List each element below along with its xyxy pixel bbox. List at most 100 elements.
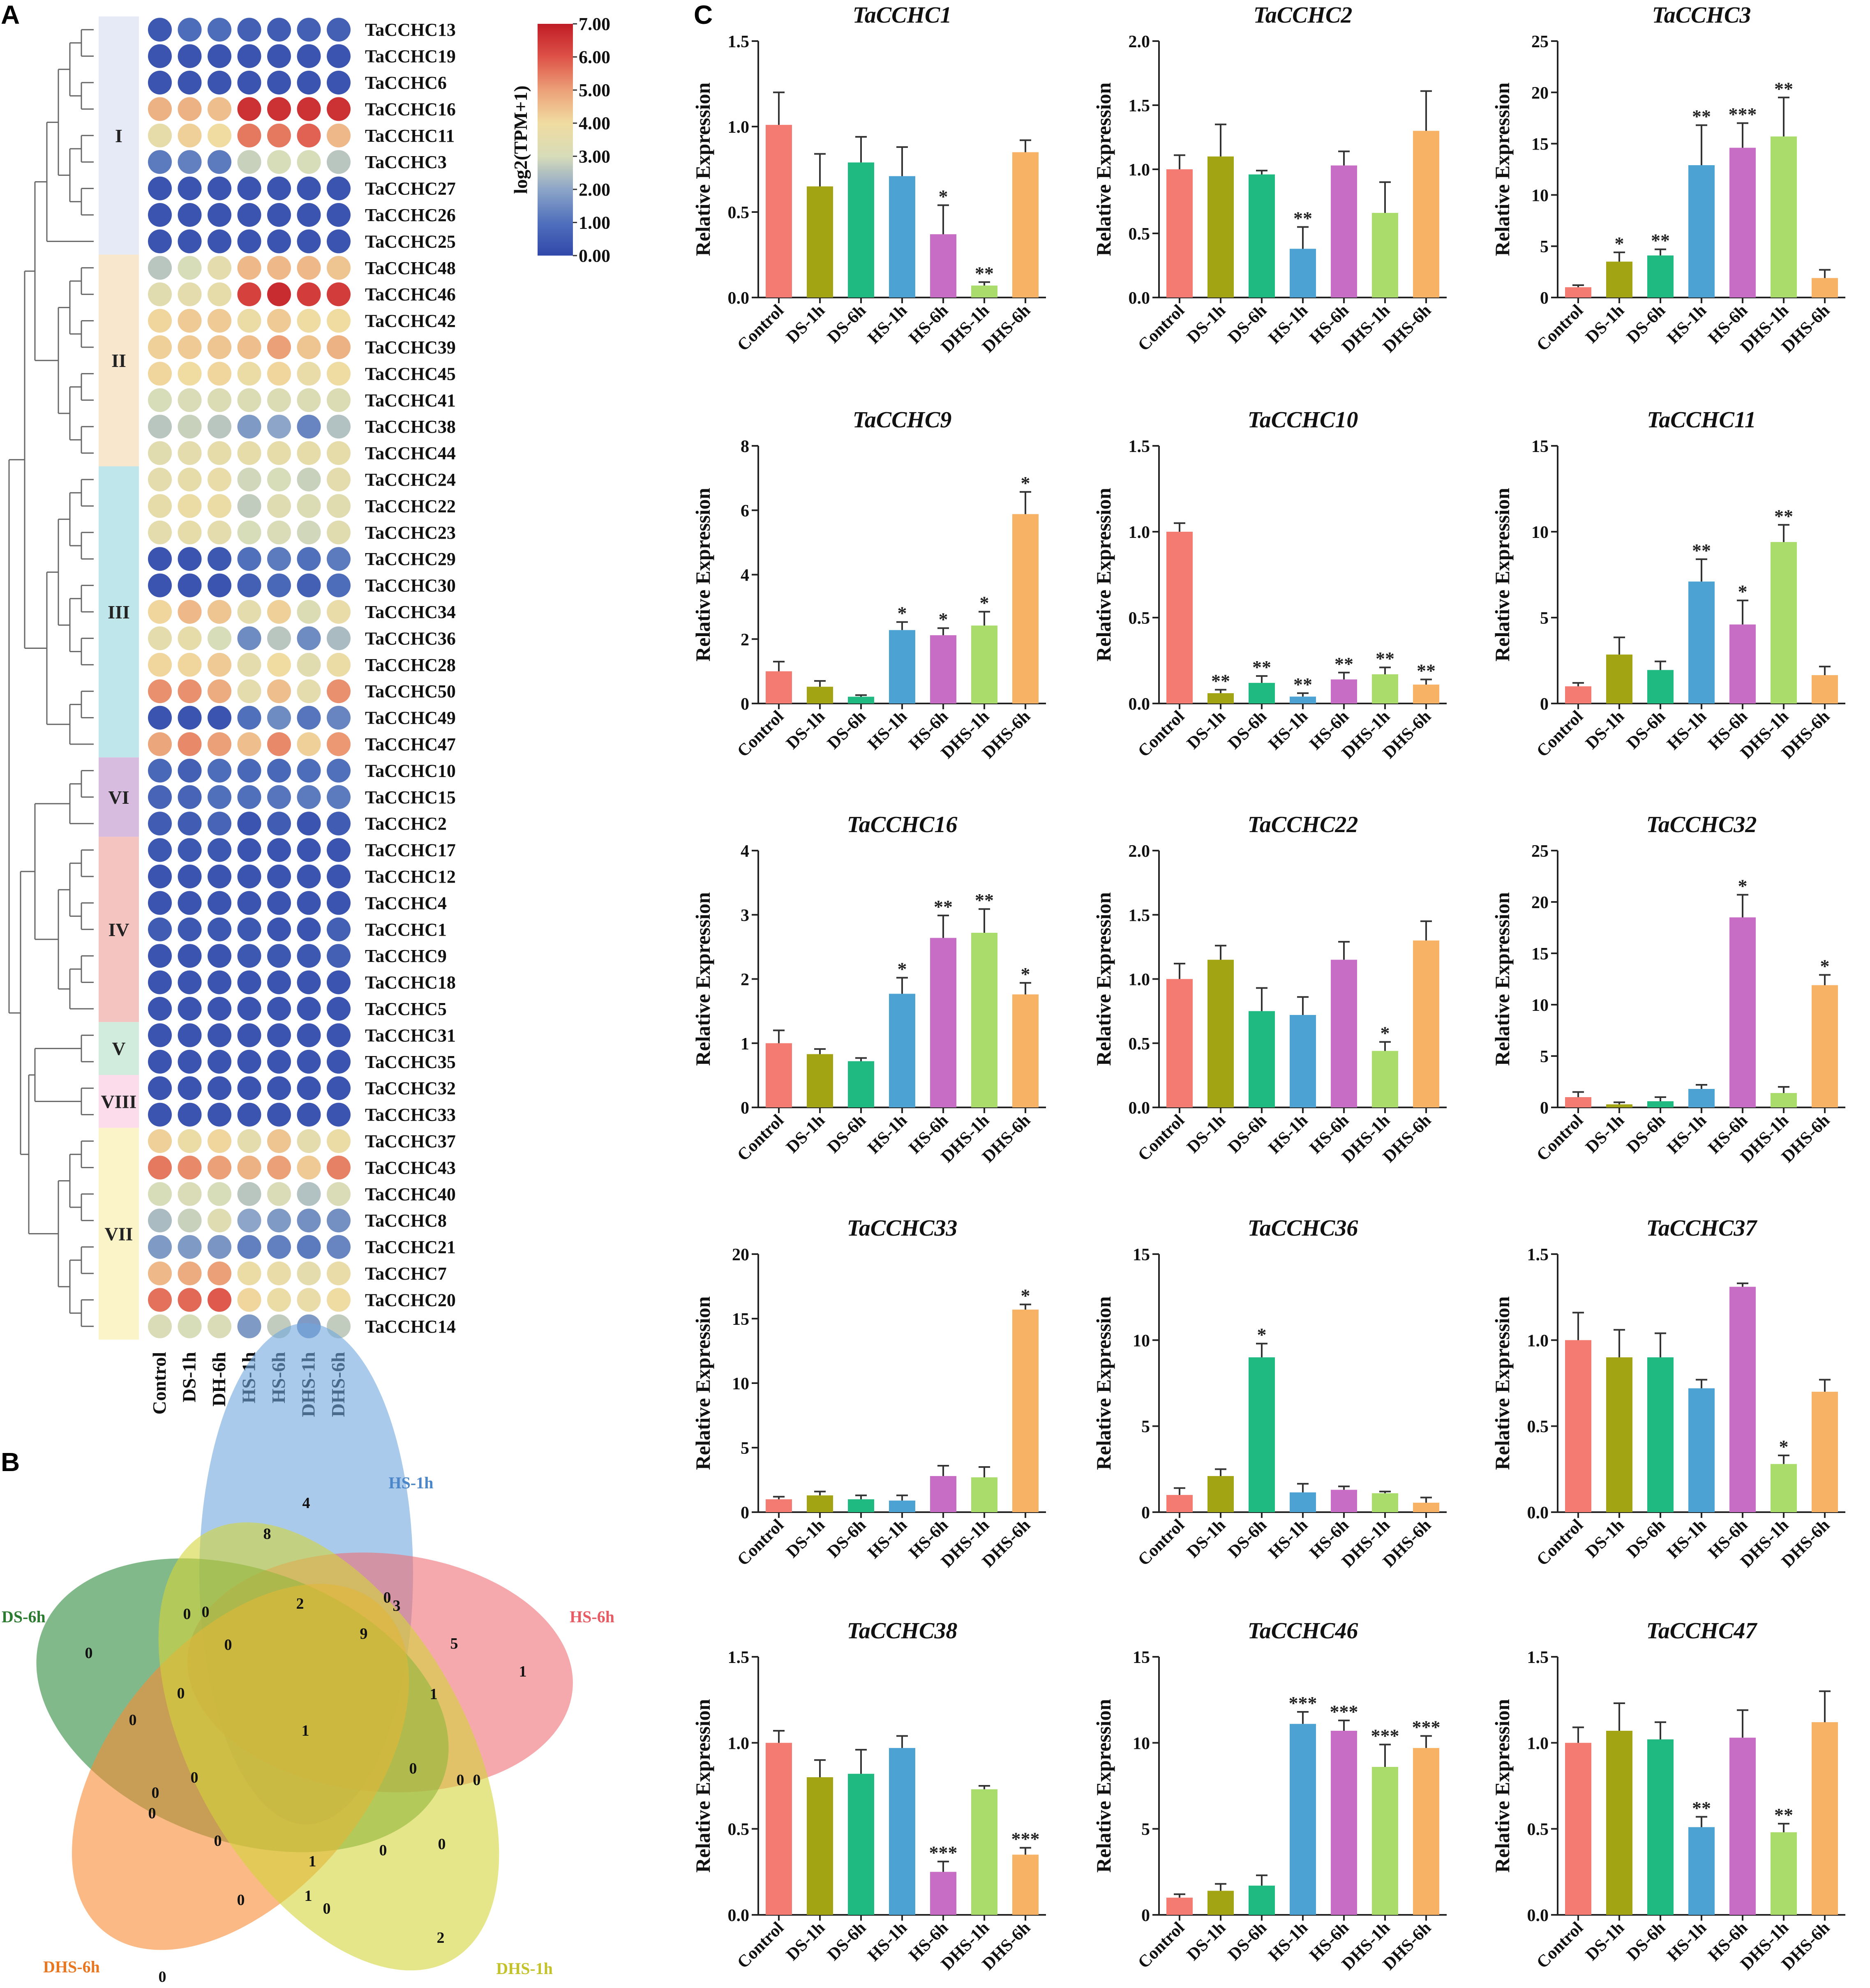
heat-cell	[208, 865, 231, 888]
error-bar	[855, 694, 867, 697]
bar	[889, 1500, 915, 1512]
bar	[1729, 624, 1756, 703]
significance-mark: *	[898, 958, 907, 979]
venn-region-count: 5	[450, 1635, 458, 1652]
heat-cell	[327, 1155, 351, 1180]
bar	[1812, 1722, 1838, 1915]
heat-cell	[267, 600, 291, 624]
heat-cell	[148, 944, 172, 968]
error-bar	[1215, 123, 1226, 157]
y-tick-label: 4	[741, 842, 749, 861]
heat-cell	[327, 1049, 351, 1074]
heat-cell	[208, 997, 231, 1021]
significance-mark: ***	[929, 1842, 958, 1863]
heat-cell	[327, 1208, 351, 1233]
heat-cell	[267, 415, 291, 439]
heat-cell	[148, 468, 172, 491]
error-bar	[937, 627, 949, 635]
panel-label-a: A	[1, 0, 20, 30]
heat-cell	[237, 229, 261, 254]
heat-cell	[208, 785, 231, 809]
heat-cell	[148, 362, 172, 386]
heat-cell	[178, 1102, 202, 1127]
significance-mark: **	[1774, 78, 1793, 99]
chart-title: TaCCHC37	[1646, 1215, 1758, 1241]
y-tick-label: 15	[732, 1310, 749, 1329]
significance-mark: **	[1692, 106, 1711, 127]
significance-mark: *	[1738, 581, 1748, 602]
venn-region-count: 0	[177, 1685, 185, 1702]
error-bar	[1572, 682, 1584, 687]
significance-mark: **	[1334, 653, 1353, 674]
y-tick-label: 5	[1540, 238, 1549, 256]
error-bar	[896, 146, 908, 176]
heat-cell	[327, 573, 351, 597]
significance-mark: **	[1651, 230, 1670, 251]
heat-cell	[178, 785, 202, 809]
heat-cell	[148, 229, 172, 254]
gene-labels: TaCCHC13 TaCCHC19 TaCCHC6 TaCCHC16 TaCCHC11 T…	[365, 20, 456, 1337]
gene-label: TaCCHC39	[365, 337, 456, 357]
heat-cell	[178, 1262, 202, 1285]
heat-cell	[237, 891, 261, 915]
bar	[1565, 1340, 1591, 1512]
error-bar	[1696, 124, 1707, 166]
gene-label: TaCCHC27	[365, 179, 456, 199]
bar	[1207, 693, 1234, 703]
bar	[1565, 1097, 1591, 1107]
gene-label: TaCCHC17	[365, 840, 456, 860]
bar	[1207, 1476, 1234, 1512]
heat-cell	[297, 415, 321, 439]
error-bar	[1737, 600, 1748, 625]
y-axis-label: Relative Expression	[1092, 488, 1115, 662]
heat-cell	[208, 1235, 231, 1259]
heat-cell	[327, 997, 351, 1021]
heat-cell	[208, 812, 231, 836]
heat-cell	[267, 362, 291, 386]
heat-cell	[237, 970, 261, 994]
y-tick-label: 1.0	[1129, 161, 1150, 180]
heat-cell	[208, 256, 231, 280]
gene-label: TaCCHC48	[365, 258, 456, 278]
heat-cell	[267, 944, 291, 968]
bar	[1331, 1731, 1357, 1915]
heat-cell	[297, 1049, 321, 1074]
gene-label: TaCCHC19	[365, 46, 456, 67]
heat-cell	[208, 309, 231, 333]
bar	[1729, 1737, 1756, 1915]
error-bar	[1572, 284, 1584, 288]
heat-cell	[178, 917, 202, 941]
heat-cell	[297, 1023, 321, 1047]
bar	[1290, 1015, 1316, 1107]
heat-cell	[237, 176, 261, 201]
y-tick-label: 8	[741, 437, 749, 456]
panel-label-c: C	[694, 0, 713, 30]
heat-cell	[267, 335, 291, 359]
y-tick-label: 0.5	[1527, 1418, 1549, 1437]
bar	[1249, 1885, 1275, 1915]
heat-cell	[267, 997, 291, 1021]
legend-tick-label: 1.00	[579, 212, 610, 233]
heat-cell	[237, 679, 261, 703]
heat-cell	[327, 838, 351, 862]
error-bar	[1020, 982, 1031, 994]
y-tick-label: 1.5	[1527, 1245, 1549, 1264]
bar	[1372, 213, 1398, 298]
heat-cell	[237, 203, 261, 227]
error-bar	[979, 1466, 990, 1478]
y-axis-label: Relative Expression	[1491, 82, 1514, 256]
heat-cell	[237, 838, 261, 862]
y-tick-label: 2.0	[1129, 32, 1150, 51]
gene-label: TaCCHC26	[365, 205, 456, 225]
y-axis-label: Relative Expression	[1092, 82, 1115, 256]
heat-cell	[148, 600, 172, 624]
heat-cell	[237, 468, 261, 491]
heat-cell	[237, 600, 261, 624]
venn-region-count: 0	[379, 1842, 387, 1859]
significance-mark: *	[939, 609, 948, 630]
heat-cell	[267, 759, 291, 783]
error-bar	[937, 1861, 949, 1872]
legend-tick-label: 7.00	[579, 14, 610, 34]
error-bar	[1256, 1874, 1267, 1886]
heat-cell	[297, 71, 321, 95]
